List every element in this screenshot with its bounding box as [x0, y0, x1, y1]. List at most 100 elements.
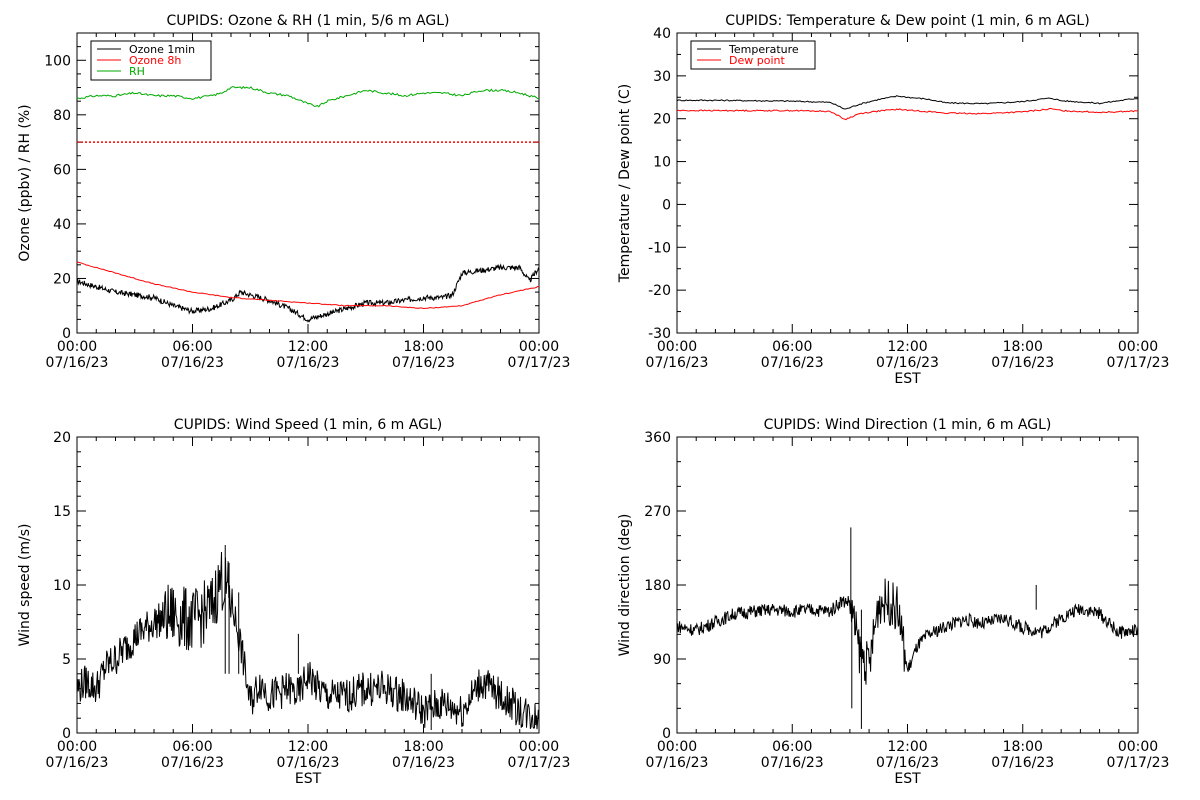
x-tick-date-label: 07/16/23: [876, 355, 939, 371]
series-line-data: [77, 551, 539, 730]
y-tick-label: 0: [662, 726, 671, 742]
y-tick-label: 20: [53, 271, 71, 287]
chart-title: CUPIDS: Wind Speed (1 min, 6 m AGL): [174, 417, 442, 433]
series-line-ozone-8h: [77, 261, 539, 310]
series-line-data: [677, 578, 1138, 685]
x-tick-time-label: 12:00: [887, 339, 927, 355]
x-axis-label: EST: [894, 771, 921, 787]
series-group: [677, 95, 1138, 121]
x-tick-date-label: 07/16/23: [161, 355, 224, 371]
chart-1: CUPIDS: Ozone & RH (1 min, 5/6 m AGL) 0 20…: [17, 13, 570, 371]
x-tick-time-label: 00:00: [657, 739, 697, 755]
y-tick-label: 0: [662, 197, 671, 213]
y-axis-label: Ozone (ppbv) / RH (%): [17, 104, 33, 261]
y-tick-label: 20: [53, 430, 71, 446]
y-tick-label: 20: [653, 112, 671, 128]
x-tick-date-label: 07/16/23: [277, 755, 340, 771]
legend-label: RH: [129, 65, 145, 78]
legend-label: Ozone 8h: [129, 54, 181, 67]
y-tick-label: 80: [53, 108, 71, 124]
series-line-temperature: [677, 95, 1138, 110]
x-tick-date-label: 07/16/23: [991, 355, 1054, 371]
y-tick-label: 10: [653, 155, 671, 171]
y-tick-label: 15: [53, 504, 71, 520]
x-axis-label: EST: [894, 371, 921, 387]
y-tick-label: 30: [653, 69, 671, 85]
x-tick-date-label: 07/16/23: [646, 355, 709, 371]
y-tick-label: 0: [62, 326, 71, 342]
x-tick-date-label: 07/17/23: [1107, 355, 1170, 371]
y-tick-label: -10: [648, 240, 671, 256]
plot-frame: [76, 436, 540, 734]
x-tick-time-label: 06:00: [172, 339, 212, 355]
x-tick-time-label: 06:00: [772, 339, 812, 355]
legend-label: Temperature: [728, 43, 799, 56]
x-tick-date-label: 07/16/23: [392, 355, 455, 371]
x-tick-time-label: 18:00: [1003, 739, 1043, 755]
y-tick-label: -20: [648, 283, 671, 299]
x-tick-time-label: 00:00: [1118, 739, 1158, 755]
x-tick-time-label: 00:00: [57, 739, 97, 755]
x-tick-time-label: 18:00: [403, 739, 443, 755]
y-tick-label: 180: [644, 578, 671, 594]
x-tick-date-label: 07/16/23: [876, 755, 939, 771]
y-tick-label: 270: [644, 504, 671, 520]
y-tick-label: 0: [62, 726, 71, 742]
y-axis-label: Wind speed (m/s): [17, 524, 33, 647]
series-group: [77, 545, 539, 731]
series-line-dew-point: [677, 107, 1138, 121]
x-tick-time-label: 12:00: [288, 339, 328, 355]
chart-3: CUPIDS: Wind Speed (1 min, 6 m AGL) 0 5 10 1…: [17, 417, 570, 787]
chart-2: CUPIDS: Temperature & Dew point (1 min, …: [617, 13, 1169, 387]
chart-title: CUPIDS: Wind Direction (1 min, 6 m AGL): [764, 417, 1052, 433]
x-tick-time-label: 00:00: [657, 339, 697, 355]
chart-title: CUPIDS: Temperature & Dew point (1 min, …: [725, 13, 1089, 29]
legend-box: [690, 40, 816, 70]
x-tick-time-label: 12:00: [887, 739, 927, 755]
x-tick-date-label: 07/16/23: [46, 355, 109, 371]
y-tick-label: 40: [653, 26, 671, 42]
x-tick-time-label: 06:00: [172, 739, 212, 755]
x-tick-date-label: 07/17/23: [508, 355, 571, 371]
y-tick-label: 90: [653, 652, 671, 668]
y-tick-label: 10: [53, 578, 71, 594]
series-group: [677, 527, 1138, 729]
x-tick-date-label: 07/16/23: [161, 755, 224, 771]
y-tick-label: 100: [44, 53, 71, 69]
x-tick-time-label: 00:00: [519, 339, 559, 355]
x-tick-time-label: 18:00: [1003, 339, 1043, 355]
x-tick-time-label: 06:00: [772, 739, 812, 755]
series-line-ozone-1min: [77, 263, 539, 323]
y-tick-label: 360: [644, 430, 671, 446]
x-tick-date-label: 07/16/23: [46, 755, 109, 771]
x-tick-time-label: 00:00: [1118, 339, 1158, 355]
plot-frame: [676, 436, 1139, 734]
x-tick-time-label: 00:00: [57, 339, 97, 355]
y-tick-label: 40: [53, 217, 71, 233]
x-tick-time-label: 12:00: [288, 739, 328, 755]
plot-frame: [676, 32, 1139, 334]
y-axis-label: Temperature / Dew point (C): [617, 84, 633, 283]
legend-label: Dew point: [729, 54, 785, 67]
chart-4: CUPIDS: Wind Direction (1 min, 6 m AGL) 0…: [617, 417, 1169, 787]
x-tick-date-label: 07/16/23: [392, 755, 455, 771]
x-tick-time-label: 18:00: [403, 339, 443, 355]
y-tick-label: 5: [62, 652, 71, 668]
series-line-rh: [77, 85, 539, 108]
chart-title: CUPIDS: Ozone & RH (1 min, 5/6 m AGL): [166, 13, 449, 29]
x-axis-label: EST: [295, 771, 322, 787]
x-tick-date-label: 07/16/23: [991, 755, 1054, 771]
x-tick-time-label: 00:00: [519, 739, 559, 755]
y-tick-label: -30: [648, 326, 671, 342]
y-axis-label: Wind direction (deg): [617, 514, 633, 657]
y-tick-label: 60: [53, 162, 71, 178]
x-tick-date-label: 07/16/23: [761, 355, 824, 371]
x-tick-date-label: 07/17/23: [508, 755, 571, 771]
series-group: [77, 85, 539, 323]
x-tick-date-label: 07/16/23: [277, 355, 340, 371]
x-tick-date-label: 07/16/23: [646, 755, 709, 771]
x-tick-date-label: 07/17/23: [1107, 755, 1170, 771]
